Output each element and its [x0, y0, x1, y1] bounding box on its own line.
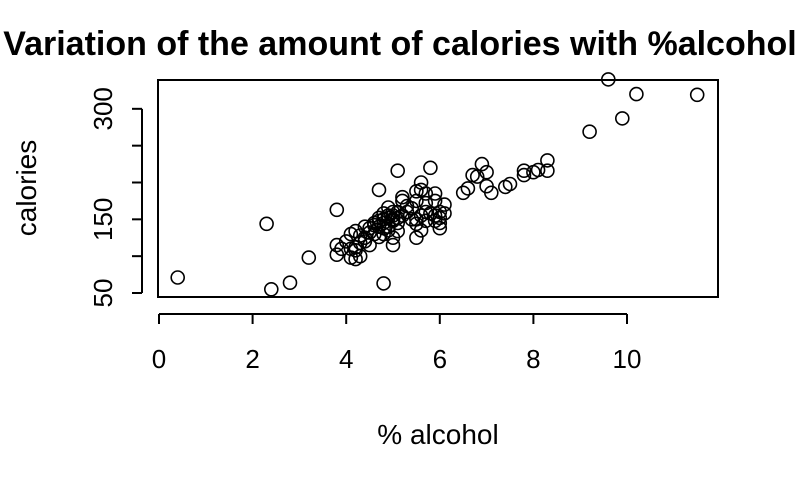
data-point	[530, 162, 546, 178]
data-point	[437, 206, 452, 221]
x-tick-label: 0	[152, 344, 166, 374]
data-point	[404, 212, 420, 227]
data-point	[614, 111, 630, 126]
x-axis: 0 2 4 6 8 10	[152, 313, 642, 374]
x-tick-label: 6	[433, 344, 447, 374]
data-point	[516, 167, 532, 183]
data-point	[357, 230, 373, 245]
data-point	[376, 226, 391, 242]
data-point	[432, 210, 448, 226]
data-point	[479, 164, 494, 180]
data-points	[170, 72, 705, 297]
y-tick-label: 150	[88, 198, 118, 241]
data-point	[170, 270, 185, 285]
data-point	[432, 215, 448, 231]
y-tick-label: 50	[88, 279, 118, 308]
data-point	[413, 182, 429, 198]
data-point	[502, 176, 518, 192]
data-point	[380, 208, 396, 223]
data-point	[395, 189, 410, 205]
data-point	[423, 160, 438, 176]
data-point	[376, 276, 391, 291]
data-point	[385, 237, 401, 253]
data-point	[390, 215, 406, 231]
data-point	[413, 223, 429, 238]
data-point	[390, 223, 406, 239]
y-tick-label: 300	[88, 87, 118, 130]
data-point	[629, 86, 644, 102]
data-point	[263, 281, 279, 297]
data-point	[582, 124, 597, 139]
data-point	[259, 216, 274, 232]
data-point	[460, 181, 476, 196]
data-point	[390, 163, 406, 178]
data-point	[483, 185, 499, 201]
data-point	[334, 241, 349, 257]
x-axis-label: % alcohol	[377, 419, 498, 450]
data-point	[432, 220, 448, 236]
data-point	[689, 87, 705, 103]
data-point	[455, 185, 471, 201]
data-point	[371, 182, 387, 198]
data-point	[474, 156, 490, 172]
data-point	[540, 153, 555, 168]
y-axis: 50 150 300	[88, 87, 143, 308]
data-point	[497, 179, 513, 195]
data-point	[399, 204, 415, 220]
data-point	[600, 72, 616, 87]
x-tick-label: 4	[339, 344, 353, 374]
data-point	[540, 163, 555, 178]
data-point	[329, 237, 345, 253]
data-point	[516, 163, 532, 178]
chart-title: Variation of the amount of calories with…	[3, 25, 796, 63]
data-point	[357, 234, 373, 249]
plot-frame	[157, 79, 719, 298]
data-point	[427, 186, 443, 201]
data-point	[282, 275, 298, 291]
x-tick-label: 2	[245, 344, 259, 374]
data-point	[409, 230, 424, 245]
data-point	[301, 250, 317, 265]
data-point	[376, 215, 391, 231]
data-point	[395, 208, 410, 223]
data-point	[329, 202, 345, 218]
data-point	[469, 169, 485, 184]
data-point	[437, 197, 452, 212]
x-tick-label: 8	[526, 344, 540, 374]
y-axis-label: calories	[11, 140, 42, 236]
data-point	[413, 208, 429, 223]
data-point	[418, 186, 434, 201]
x-tick-label: 10	[613, 344, 642, 374]
